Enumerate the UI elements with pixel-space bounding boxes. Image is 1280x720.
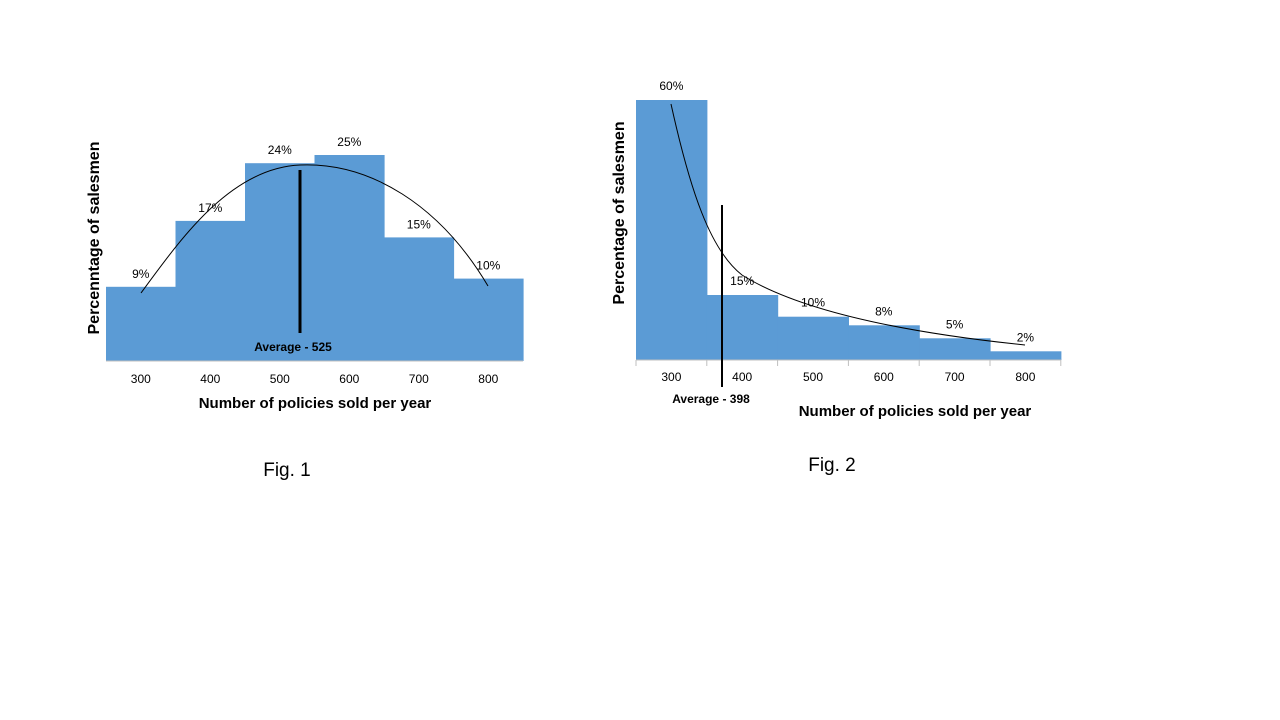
data-label-800: 2% [1017, 330, 1035, 344]
figure-caption: Fig. 1 [263, 460, 311, 481]
bar-500 [777, 316, 849, 360]
bar-500 [245, 163, 316, 361]
bar-800 [453, 278, 524, 361]
x-tick-label-500: 500 [270, 372, 290, 386]
x-axis-title: Number of policies sold per year [199, 395, 432, 412]
x-tick-label-800: 800 [478, 372, 498, 386]
x-tick-label-800: 800 [1015, 370, 1035, 384]
bar-400 [175, 220, 246, 361]
data-label-500: 10% [801, 296, 825, 310]
bar-800 [990, 351, 1062, 360]
x-tick-label-700: 700 [409, 372, 429, 386]
x-tick-label-600: 600 [339, 372, 359, 386]
data-label-300: 9% [132, 267, 150, 281]
x-tick-label-300: 300 [131, 372, 151, 386]
x-tick-label-700: 700 [945, 370, 965, 384]
figure-caption: Fig. 2 [808, 455, 856, 476]
data-label-300: 60% [659, 79, 683, 93]
x-tick-label-400: 400 [200, 372, 220, 386]
trendline-curve [140, 164, 489, 294]
data-label-800: 10% [476, 259, 500, 273]
data-label-400: 15% [730, 274, 754, 288]
average-label: Average - 525 [254, 340, 332, 354]
bar-600 [314, 155, 385, 361]
data-label-700: 5% [946, 317, 964, 331]
x-tick-label-500: 500 [803, 370, 823, 384]
data-label-700: 15% [407, 217, 431, 231]
bar-700 [919, 338, 991, 360]
chart-fig-1: Average - 525 9% 17% 24% 25% 15% 10% 300 400 50… [86, 135, 524, 481]
bar-600 [848, 325, 920, 360]
x-tick-label-400: 400 [732, 370, 752, 384]
bar-400 [706, 295, 779, 360]
data-label-400: 17% [198, 201, 222, 215]
bar-300 [106, 286, 177, 361]
average-label: Average - 398 [672, 392, 750, 406]
trendline-curve [670, 103, 1026, 346]
data-label-500: 24% [268, 143, 292, 157]
data-label-600: 25% [337, 135, 361, 149]
bar-700 [384, 237, 455, 361]
bar-300 [636, 100, 708, 360]
data-label-600: 8% [875, 304, 893, 318]
x-tick-label-600: 600 [874, 370, 894, 384]
x-axis-title: Number of policies sold per year [799, 403, 1032, 420]
y-axis-title: Percentage of salesmen [611, 121, 628, 304]
x-tick-label-300: 300 [661, 370, 681, 384]
y-axis-title: Percenntage of salesmen [86, 142, 103, 335]
chart-fig-2: Average - 398 60% 15% 10% 8% 5% 2% 300 400 500 6… [611, 79, 1062, 476]
